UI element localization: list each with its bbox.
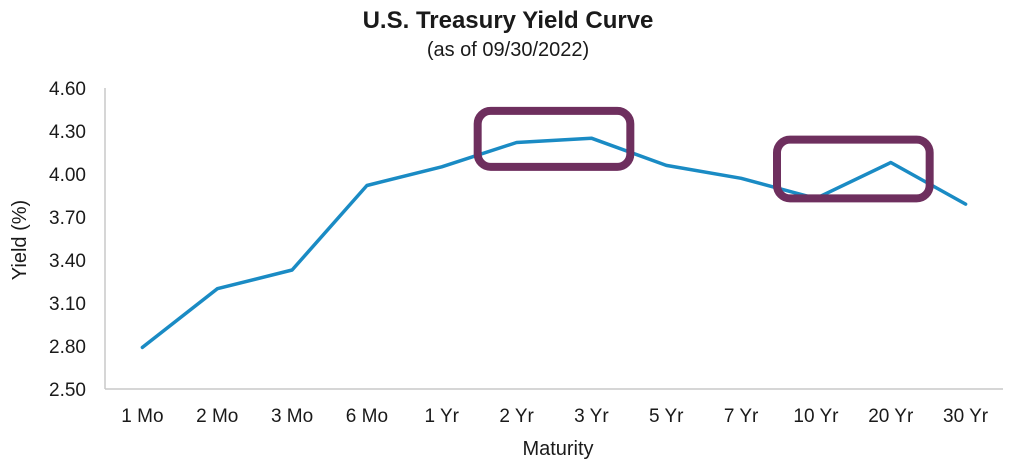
y-tick-label: 3.70 (49, 208, 86, 229)
x-tick-label: 20 Yr (868, 406, 914, 427)
x-tick-label: 1 Mo (121, 406, 163, 427)
y-tick-label: 2.50 (49, 380, 86, 401)
axes (104, 88, 1003, 390)
highlight-layer (473, 106, 934, 203)
y-axis-label: Yield (%) (9, 200, 31, 280)
x-axis-label: Maturity (522, 438, 593, 460)
x-tick-label: 7 Yr (724, 406, 759, 427)
x-tick-label: 3 Mo (271, 406, 313, 427)
y-tick-label: 4.00 (49, 165, 86, 186)
y-tick-label: 2.80 (49, 337, 86, 358)
chart-subtitle: (as of 09/30/2022) (427, 39, 589, 61)
x-tick-label: 1 Yr (424, 406, 459, 427)
x-tick-label: 6 Mo (346, 406, 388, 427)
chart-title: U.S. Treasury Yield Curve (363, 7, 654, 34)
x-tick-labels: 1 Mo 2 Mo 3 Mo 6 Mo 1 Yr 2 Yr 3 Yr 5 Yr 7 Yr 10 Y… (121, 406, 988, 427)
x-tick-label: 5 Yr (649, 406, 684, 427)
highlight-box (473, 106, 635, 171)
x-tick-label: 10 Yr (793, 406, 839, 427)
series-layer (140, 136, 968, 350)
x-tick-label: 2 Yr (499, 406, 534, 427)
y-tick-label: 3.40 (49, 251, 86, 272)
y-tick-label: 3.10 (49, 294, 86, 315)
highlight-box (773, 135, 934, 203)
y-tick-label: 4.60 (49, 79, 86, 100)
y-tick-label: 4.30 (49, 122, 86, 143)
x-tick-label: 2 Mo (196, 406, 238, 427)
x-tick-label: 30 Yr (943, 406, 989, 427)
y-tick-labels: 4.60 4.30 4.00 3.70 3.40 3.10 2.80 2.50 (49, 79, 86, 401)
series-line (140, 136, 968, 350)
x-tick-label: 3 Yr (574, 406, 609, 427)
